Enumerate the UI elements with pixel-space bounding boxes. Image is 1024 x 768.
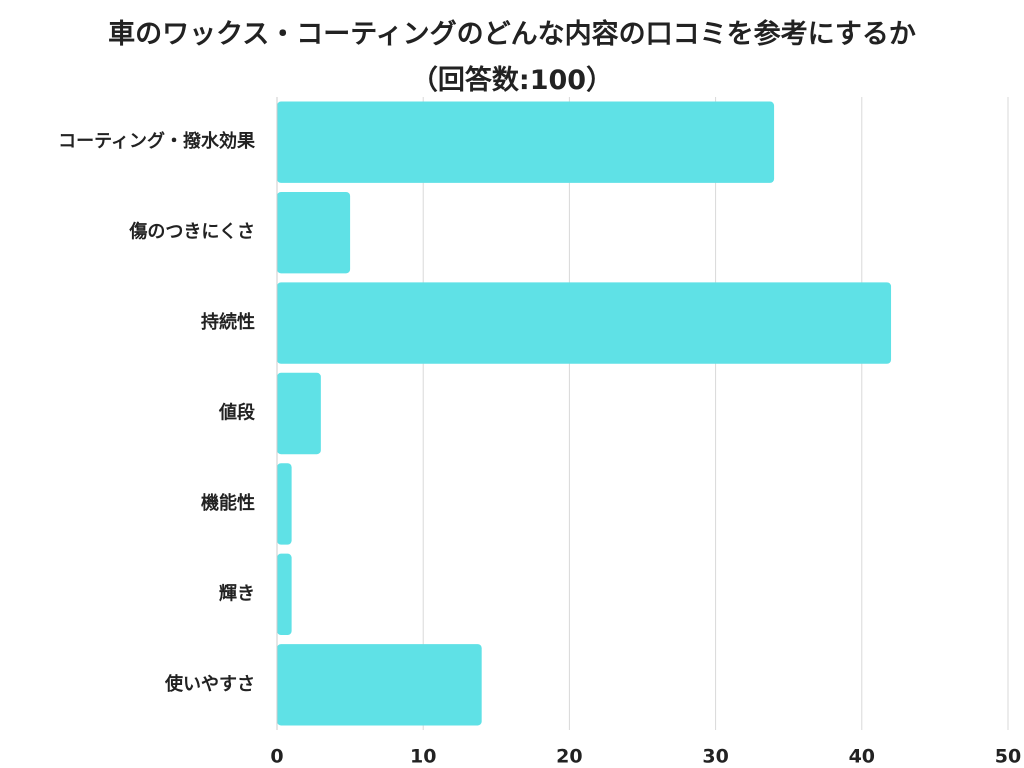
x-tick-labels: 0 10 20 30 40 50 [270,746,1021,768]
chart-subtitle: （回答数:100） [410,65,614,96]
bar-1 [277,191,351,274]
bar-5 [277,553,292,636]
x-tick-label-0: 0 [270,746,283,768]
category-label-1: 傷のつきにくさ [128,221,255,243]
category-label-4: 機能性 [201,492,255,514]
category-label-0: コーティング・撥水効果 [58,130,256,152]
chart-title: 車のワックス・コーティングのどんな内容の口コミを参考にするか [108,19,916,50]
x-tick-label-1: 10 [410,746,436,768]
category-label-2: 持続性 [201,311,255,333]
category-label-3: 値段 [218,402,256,424]
category-label-6: 使いやすさ [164,674,255,695]
bars [277,101,892,726]
category-label-5: 輝き [219,583,255,604]
bar-4 [277,463,292,545]
bar-0 [277,101,775,183]
x-tick-label-5: 50 [995,746,1021,768]
x-tick-label-3: 30 [702,746,728,768]
grid-lines [422,97,1009,730]
bar-3 [277,372,321,455]
x-tick-label-4: 40 [849,746,875,768]
bar-2 [277,282,892,364]
x-tick-label-2: 20 [556,746,582,768]
bar-6 [277,644,482,726]
